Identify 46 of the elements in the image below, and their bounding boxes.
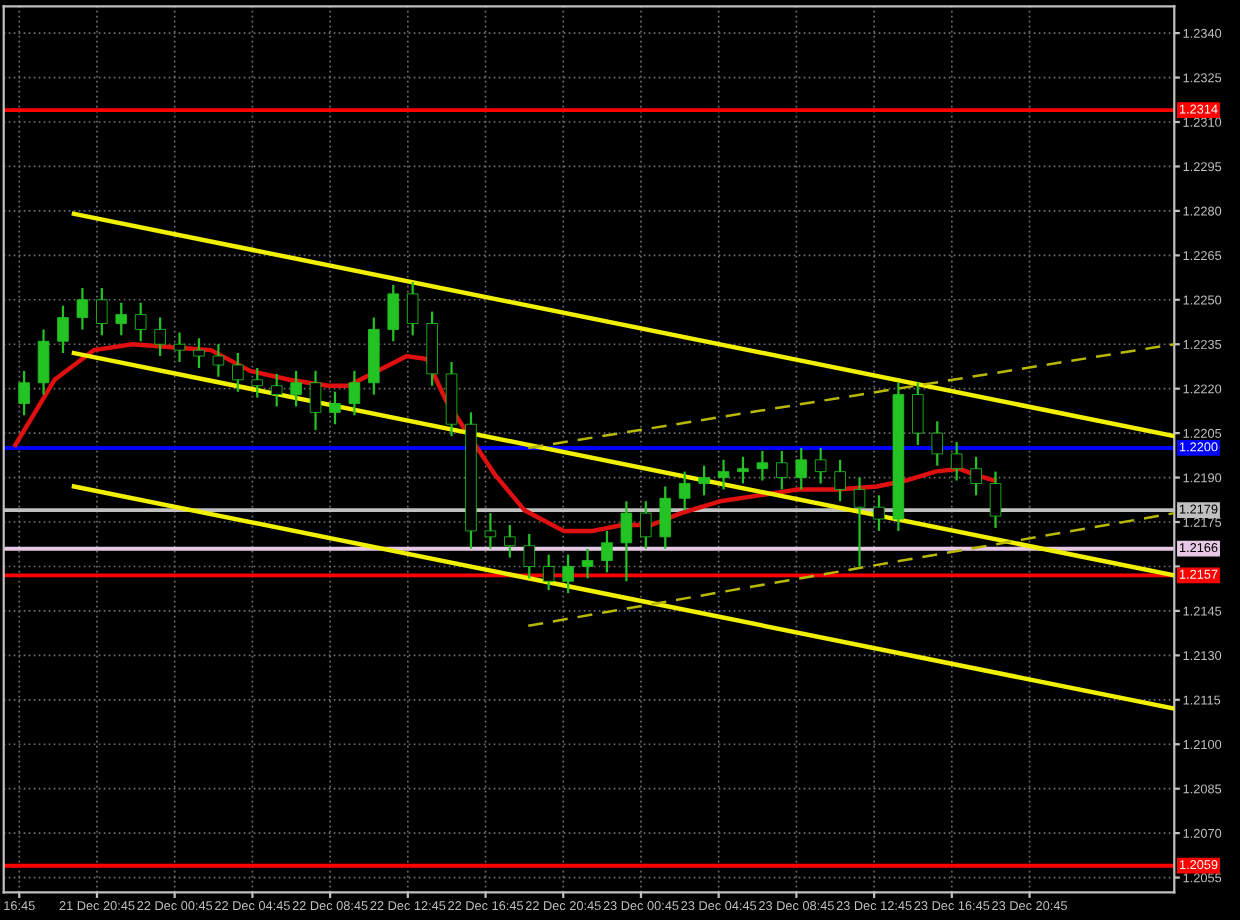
candlestick <box>737 455 749 485</box>
candlestick <box>57 304 69 355</box>
candlestick <box>950 440 963 482</box>
candlestick <box>873 494 885 533</box>
candlestick <box>96 286 108 337</box>
candlestick <box>620 500 633 583</box>
candlestick <box>931 420 944 467</box>
candlestick <box>581 547 594 580</box>
candlestick <box>834 458 846 503</box>
candlestick <box>18 369 30 417</box>
candlestick <box>309 369 322 432</box>
candlestick <box>173 331 186 364</box>
candlestick <box>601 529 613 574</box>
candlestick <box>290 369 302 408</box>
candlestick <box>756 449 769 482</box>
candlestick <box>523 532 536 580</box>
candlestick <box>717 458 730 491</box>
candlestick <box>232 352 244 393</box>
candlestick <box>76 286 89 331</box>
candlestick <box>251 366 264 399</box>
candlestick <box>795 446 808 491</box>
candlestick <box>989 470 1002 530</box>
candlestick <box>37 328 50 396</box>
candlestick <box>562 553 574 595</box>
candlestick <box>193 337 205 370</box>
candlestick <box>776 449 788 491</box>
candlestick <box>504 523 516 559</box>
candlestick <box>484 512 497 550</box>
candlestick <box>348 369 361 417</box>
candlestick <box>212 343 225 378</box>
candlestick <box>387 283 400 343</box>
candlestick <box>659 485 672 550</box>
candlestick <box>678 470 691 512</box>
candlestick <box>406 280 419 337</box>
candlestick <box>329 390 341 426</box>
candlestick <box>270 372 283 408</box>
candlestick <box>970 455 982 497</box>
candlestick <box>115 301 128 337</box>
candlestick <box>134 301 147 343</box>
candlestick <box>853 476 866 568</box>
candlestick <box>698 464 710 497</box>
candlestick <box>912 381 924 447</box>
candlestick <box>154 316 166 358</box>
candlestick <box>640 500 652 550</box>
candlestick <box>542 553 555 592</box>
candlestick <box>814 446 827 485</box>
